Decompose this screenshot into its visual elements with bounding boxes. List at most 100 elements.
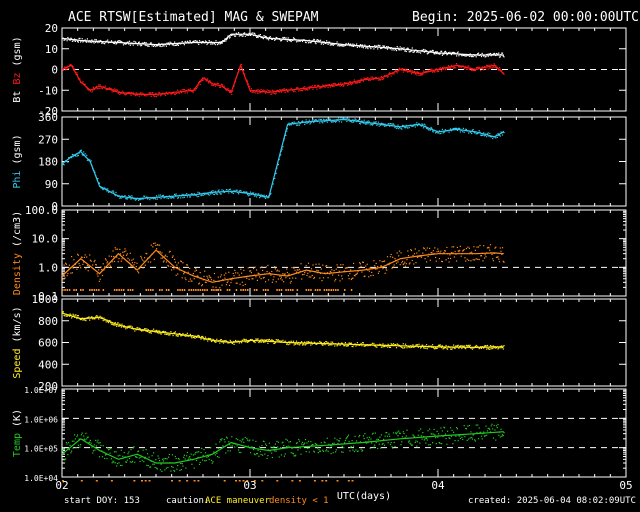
sample-point: [112, 250, 114, 252]
sample-point: [486, 53, 488, 56]
sample-point: [82, 439, 84, 441]
sample-point: [415, 49, 417, 51]
sample-point: [501, 435, 503, 437]
sample-point: [436, 347, 438, 349]
sample-point: [441, 261, 443, 263]
sample-point: [187, 88, 189, 90]
sample-point: [372, 344, 374, 346]
sample-point: [190, 280, 192, 282]
sample-point: [187, 41, 189, 43]
sample-point: [107, 321, 109, 323]
sample-point: [262, 196, 264, 198]
sample-point: [339, 119, 341, 121]
sample-point: [141, 459, 143, 461]
sample-point: [463, 54, 465, 57]
sample-point: [350, 446, 352, 448]
sample-point: [410, 250, 413, 252]
sample-point: [96, 40, 98, 43]
sample-point: [442, 132, 444, 134]
sample-point: [171, 269, 173, 271]
sample-point: [413, 51, 415, 53]
sample-point: [174, 258, 176, 260]
sample-point: [455, 435, 457, 437]
chart-title: ACE RTSW[Estimated] MAG & SWEPAM: [68, 10, 319, 25]
sample-point: [86, 438, 88, 440]
sample-point: [298, 341, 300, 344]
sample-point: [431, 68, 433, 70]
sample-point: [480, 346, 482, 348]
sample-point: [397, 261, 399, 263]
sample-point: [250, 270, 252, 272]
sample-point: [256, 452, 258, 455]
sample-point: [497, 348, 499, 350]
sample-point: [265, 35, 267, 37]
sample-point: [502, 55, 504, 57]
sample-point: [128, 195, 130, 197]
sample-point: [370, 343, 372, 345]
sample-point: [468, 345, 470, 347]
sample-point: [440, 250, 442, 252]
sample-point: [501, 52, 503, 54]
sample-point: [216, 338, 218, 340]
sample-point: [486, 247, 489, 249]
sample-point: [138, 95, 140, 97]
sample-point: [425, 50, 427, 52]
sample-point: [340, 45, 342, 47]
sample-point: [305, 265, 307, 267]
sample-point: [207, 337, 210, 339]
sample-point: [468, 65, 470, 67]
sample-point: [119, 324, 122, 326]
sample-point: [140, 329, 142, 331]
low-density-mark: [262, 289, 265, 291]
low-density-marks: [62, 289, 353, 291]
sample-point: [358, 267, 360, 269]
sample-point: [94, 171, 96, 173]
sample-point: [503, 73, 505, 75]
sample-point: [456, 129, 458, 131]
sample-point: [89, 439, 91, 441]
sample-point: [330, 85, 332, 87]
sample-point: [98, 269, 100, 271]
sample-point: [383, 346, 385, 348]
sample-point: [145, 42, 147, 44]
sample-point: [405, 50, 407, 53]
sample-point: [241, 192, 243, 194]
sample-point: [387, 263, 389, 265]
sample-point: [372, 432, 374, 434]
sample-point: [230, 191, 232, 193]
sample-point: [335, 278, 337, 280]
sample-point: [147, 197, 149, 199]
sample-point: [128, 43, 130, 45]
sample-point: [316, 269, 318, 271]
sample-point: [349, 273, 351, 275]
sample-point: [242, 35, 244, 37]
sample-point: [141, 197, 143, 199]
sample-point: [78, 152, 80, 154]
sample-point: [177, 91, 179, 93]
sample-point: [278, 91, 280, 93]
sample-point: [62, 163, 64, 165]
sample-point: [198, 283, 200, 285]
sample-point: [293, 89, 295, 91]
sample-point: [97, 88, 99, 90]
sample-point: [478, 348, 480, 350]
sample-point: [480, 55, 483, 58]
sample-point: [265, 197, 267, 199]
sample-point: [467, 246, 469, 248]
sample-point: [107, 88, 110, 90]
sample-point: [63, 39, 65, 41]
sample-point: [296, 442, 298, 444]
low-density-mark: [147, 289, 150, 291]
sample-point: [232, 277, 234, 279]
sample-point: [90, 160, 92, 162]
sample-point: [244, 191, 246, 193]
sample-point: [420, 74, 422, 76]
sample-point: [489, 348, 491, 350]
sample-point: [96, 88, 98, 90]
sample-point: [107, 266, 110, 268]
sample-point: [298, 440, 301, 442]
sample-point: [116, 248, 119, 250]
sample-point: [463, 131, 465, 133]
sample-point: [189, 278, 191, 280]
sample-point: [488, 427, 490, 429]
